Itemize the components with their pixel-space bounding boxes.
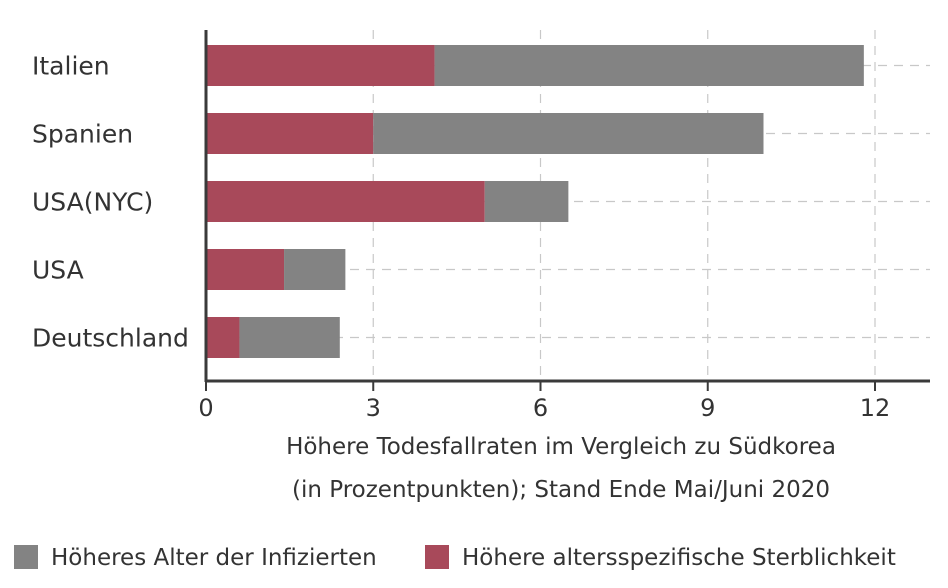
bar-alter-0 bbox=[434, 45, 864, 86]
category-label: USA bbox=[32, 256, 84, 285]
legend: Höheres Alter der Infizierten Höhere alte… bbox=[14, 545, 896, 571]
x-tick-label: 0 bbox=[198, 394, 213, 422]
bar-sterblichkeit-2 bbox=[206, 181, 485, 222]
x-tick-labels: 0 3 6 9 12 bbox=[198, 394, 890, 422]
legend-swatch-1 bbox=[425, 545, 449, 569]
bar-alter-3 bbox=[284, 249, 346, 290]
bar-alter-1 bbox=[373, 113, 764, 154]
legend-label-1: Höhere altersspezifische Sterblichkeit bbox=[462, 545, 896, 571]
x-tick-label: 3 bbox=[366, 394, 381, 422]
x-tick-label: 9 bbox=[700, 394, 715, 422]
bar-alter-4 bbox=[239, 317, 340, 358]
legend-label-0: Höheres Alter der Infizierten bbox=[51, 545, 377, 571]
bars bbox=[206, 45, 864, 358]
category-label: Deutschland bbox=[32, 324, 189, 353]
bar-sterblichkeit-0 bbox=[206, 45, 435, 86]
bar-alter-2 bbox=[484, 181, 569, 222]
bar-sterblichkeit-1 bbox=[206, 113, 374, 154]
category-labels: Italien Spanien USA(NYC) USA Deutschland bbox=[32, 52, 189, 353]
x-axis-title-line-1: Höhere Todesfallraten im Vergleich zu Sü… bbox=[286, 434, 836, 460]
category-label: Italien bbox=[32, 52, 110, 81]
bar-sterblichkeit-3 bbox=[206, 249, 285, 290]
x-tick-label: 12 bbox=[860, 394, 891, 422]
x-axis-title-line-2: (in Prozentpunkten); Stand Ende Mai/Juni… bbox=[292, 477, 830, 503]
x-tick-label: 6 bbox=[533, 394, 548, 422]
axes bbox=[204, 30, 930, 391]
bar-sterblichkeit-4 bbox=[206, 317, 240, 358]
category-label: USA(NYC) bbox=[32, 188, 153, 217]
category-label: Spanien bbox=[32, 120, 133, 149]
legend-swatch-0 bbox=[14, 545, 38, 569]
